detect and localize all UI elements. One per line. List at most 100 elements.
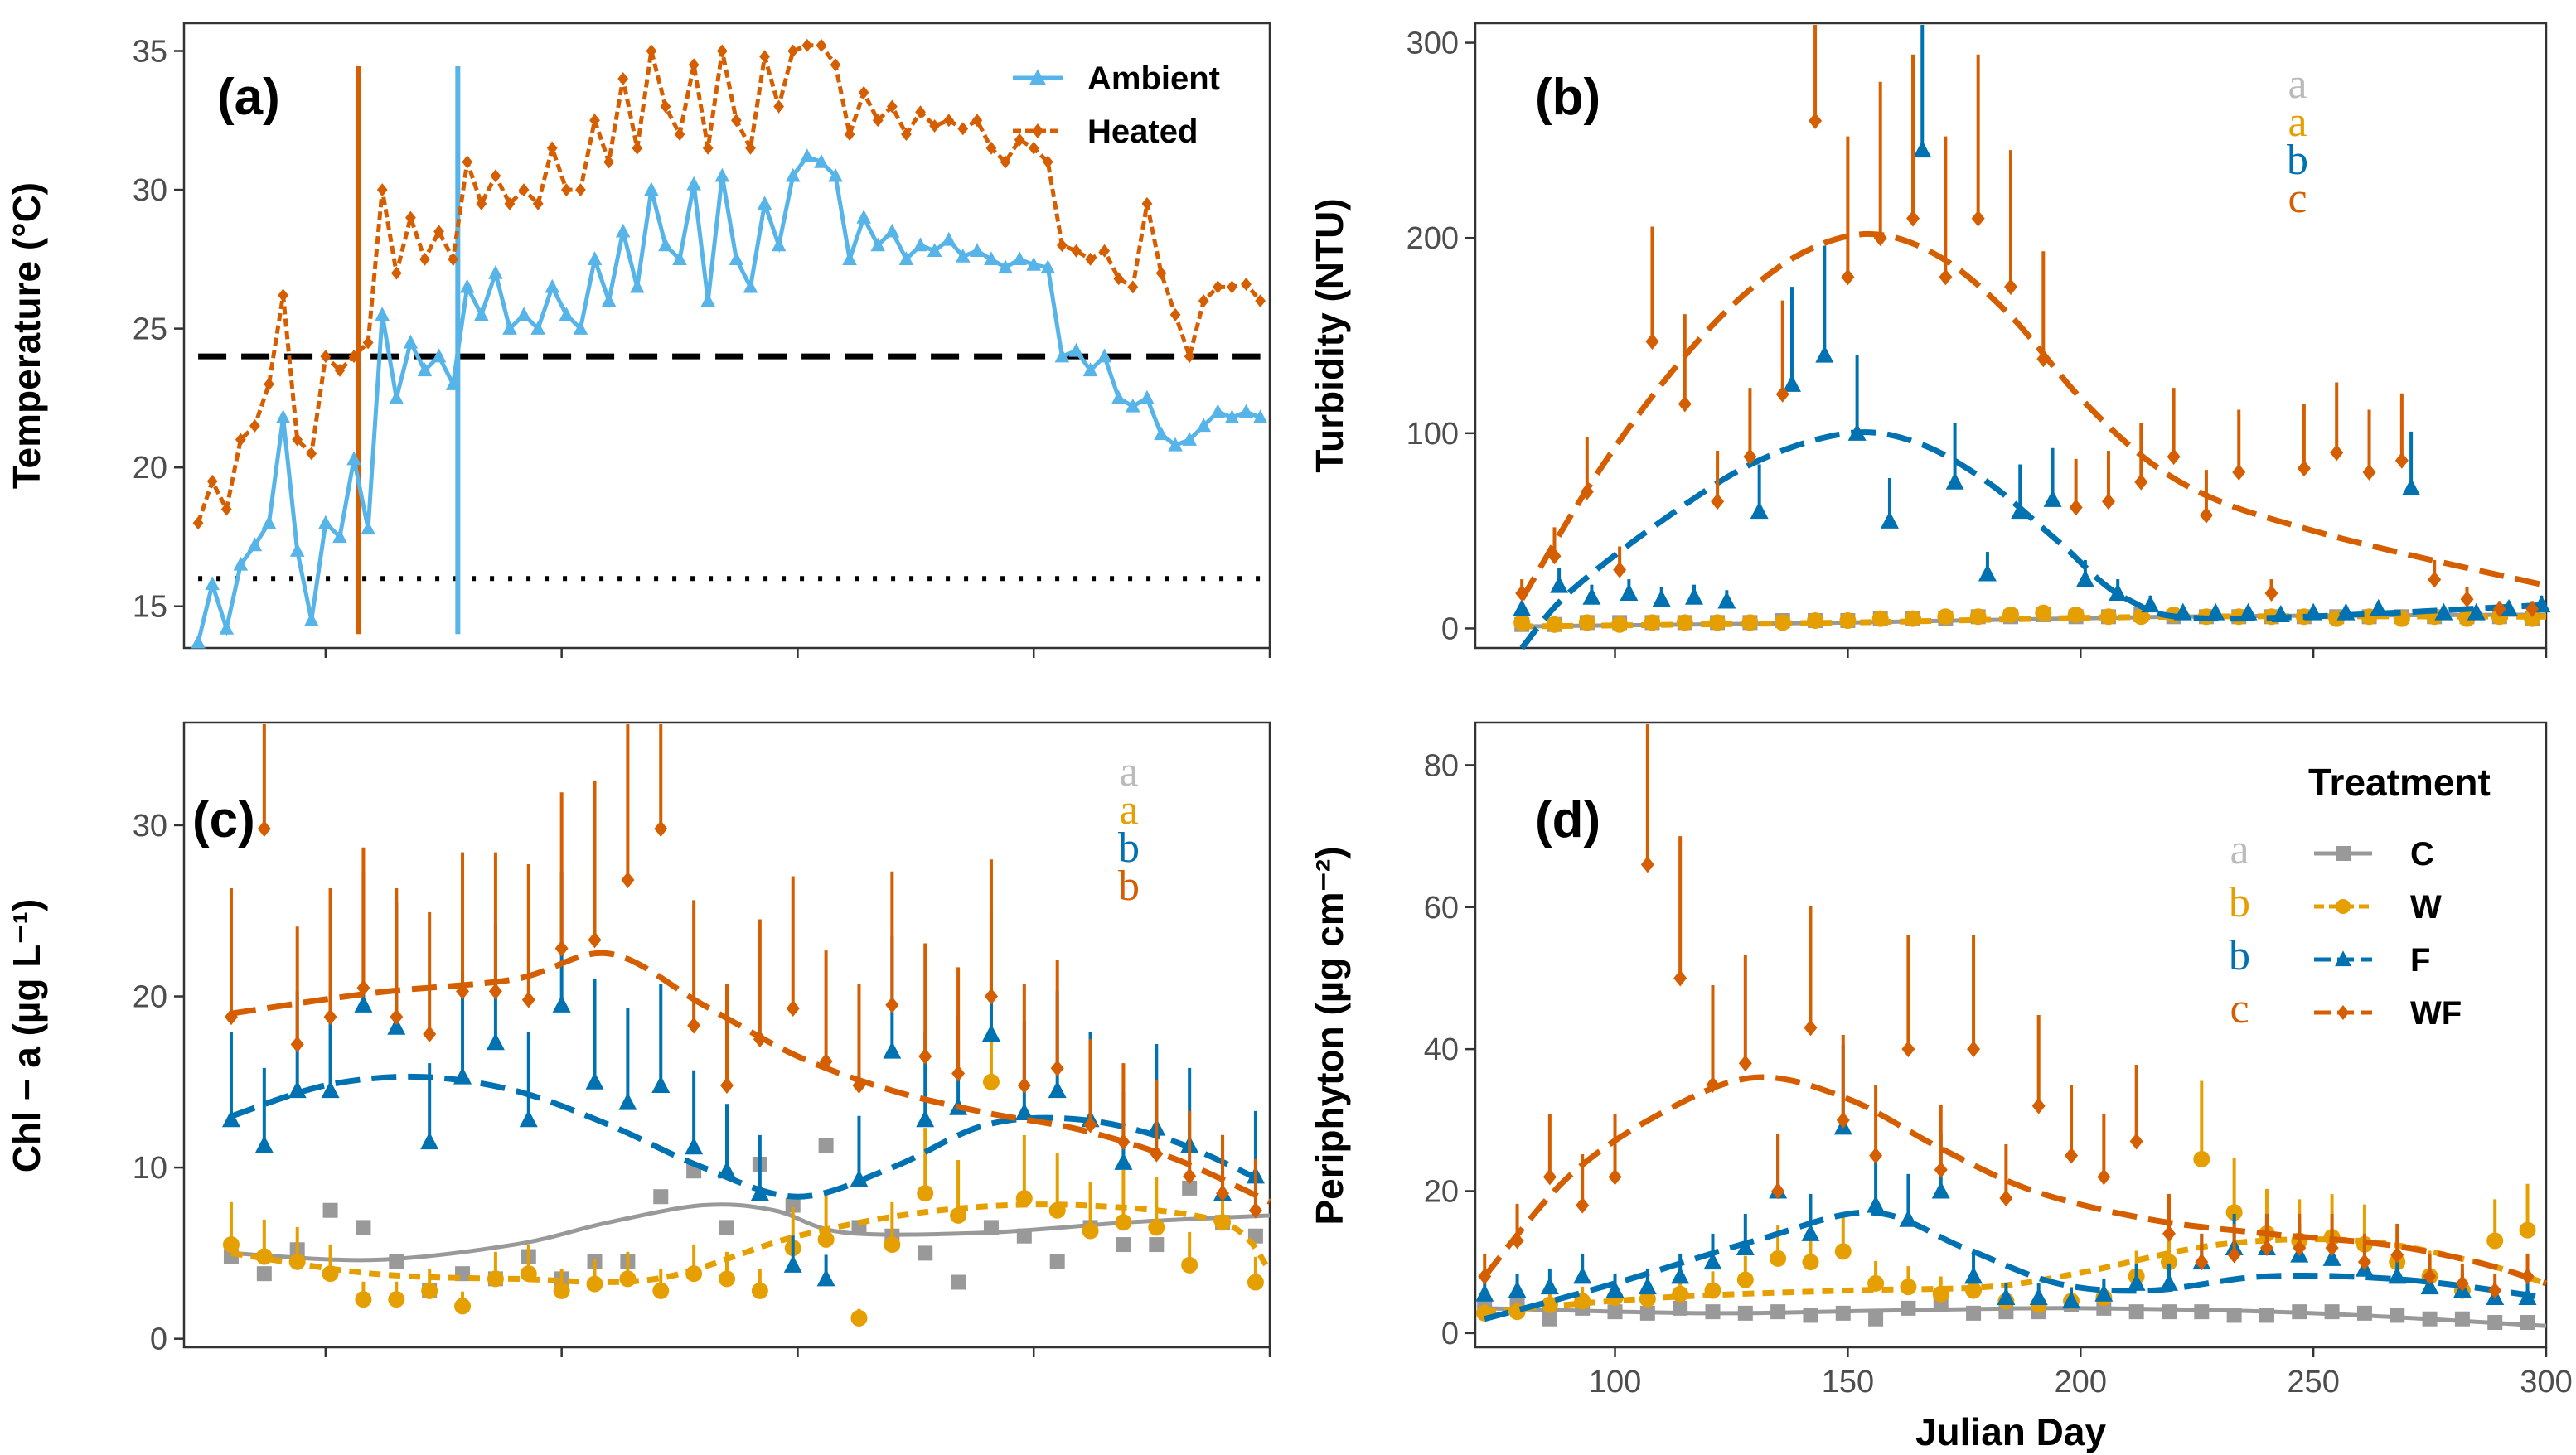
y-tick-label: 25 [133, 312, 167, 347]
data-point-c [918, 1245, 933, 1261]
data-point-w [1834, 1243, 1852, 1260]
data-point-f [2322, 1248, 2341, 1266]
fit-line-wf [230, 950, 1271, 1205]
fit-line-c [1484, 1306, 2547, 1328]
data-point-f [387, 1017, 406, 1035]
data-point-wf [1706, 1076, 1720, 1093]
data-point-w [2002, 606, 2019, 623]
data-point-ambient [672, 251, 687, 266]
data-point-wf [2232, 463, 2246, 481]
data-point-c [2259, 1308, 2274, 1323]
data-point-heated [433, 225, 444, 239]
data-point-heated [1099, 244, 1111, 258]
data-point-f [1801, 1223, 1820, 1241]
data-point-f [1048, 1080, 1067, 1099]
data-point-f [2011, 501, 2030, 520]
data-point-w [1611, 616, 1629, 633]
data-point-w [2160, 1254, 2177, 1271]
data-point-c [1901, 1300, 1916, 1316]
data-point-ambient [445, 376, 461, 390]
data-point-wf [588, 931, 602, 949]
data-point-ambient [431, 348, 447, 363]
data-point-ambient [1252, 409, 1268, 424]
data-point-ambient [1154, 426, 1169, 441]
data-point-heated [490, 169, 501, 183]
data-point-w [1181, 1256, 1198, 1274]
fit-line-c [230, 1202, 1271, 1263]
data-point-ambient [856, 209, 871, 224]
data-point-w [1900, 1279, 1917, 1296]
data-point-ambient [913, 237, 928, 252]
data-point-w [1513, 614, 1531, 631]
data-point-wf [1775, 385, 1789, 403]
data-point-heated [1169, 307, 1181, 321]
data-point-wf [488, 983, 502, 1000]
data-point-wf [1050, 1060, 1064, 1077]
data-point-ambient [488, 265, 503, 279]
data-point-f [1964, 1266, 1983, 1284]
data-point-w [1541, 1296, 1558, 1313]
data-point-w [520, 1265, 537, 1283]
y-axis-label: Temperature (°C) [5, 182, 48, 489]
data-point-heated [546, 141, 558, 155]
data-point-f [618, 1092, 637, 1110]
data-point-wf [257, 820, 271, 838]
data-point-heated [264, 377, 274, 391]
data-point-f [1573, 1266, 1592, 1284]
data-point-c [2292, 1304, 2307, 1320]
data-point-wf [918, 1047, 932, 1065]
data-point-ambient [828, 167, 843, 182]
data-point-w [1802, 1254, 1819, 1271]
data-point-f [288, 1080, 307, 1099]
data-point-wf [1934, 1161, 1948, 1178]
data-point-f [354, 994, 373, 1013]
y-tick-label: 80 [1424, 748, 1459, 783]
data-point-ambient [927, 243, 942, 257]
data-point-f [2043, 489, 2062, 507]
y-tick-label: 300 [1407, 27, 1459, 61]
data-point-w [2519, 1221, 2536, 1239]
data-point-f [1685, 587, 1704, 605]
data-point-heated [646, 44, 657, 58]
data-point-heated [1155, 266, 1167, 280]
data-point-ambient [1140, 389, 1155, 404]
data-point-heated [419, 252, 430, 266]
data-point-heated [1141, 196, 1153, 210]
y-tick-label: 0 [1441, 611, 1459, 646]
data-point-w [1546, 616, 1563, 633]
legend-marker-w [2336, 899, 2351, 914]
data-point-ambient [998, 259, 1013, 274]
data-point-wf [2264, 585, 2278, 602]
panel-label: (d) [1535, 791, 1600, 848]
data-point-w [1770, 1250, 1787, 1267]
data-point-w [1704, 1282, 1721, 1299]
data-point-ambient [771, 237, 787, 252]
data-point-heated [575, 183, 586, 197]
data-point-heated [518, 183, 530, 197]
fit-line-w [230, 1201, 1272, 1285]
data-point-wf [390, 1008, 404, 1026]
data-point-ambient [361, 520, 375, 535]
data-point-f [2434, 602, 2453, 621]
data-point-wf [1580, 483, 1594, 500]
data-point-heated [688, 58, 700, 72]
data-point-wf [1613, 561, 1627, 578]
data-point-heated [957, 122, 969, 136]
data-point-wf [2488, 1282, 2502, 1299]
data-point-wf [654, 820, 668, 838]
data-point-heated [462, 155, 473, 169]
legend-label-f: F [2410, 942, 2430, 979]
data-point-wf [1804, 1019, 1818, 1037]
data-point-heated [660, 99, 671, 114]
data-point-wf [356, 979, 370, 997]
data-point-wf [951, 1065, 966, 1082]
y-tick-label: 35 [133, 35, 167, 70]
data-point-heated [320, 350, 332, 364]
data-point-f [685, 1137, 704, 1155]
data-point-f [2500, 598, 2519, 616]
data-point-w [1839, 612, 1857, 630]
data-point-f [1931, 1181, 1950, 1199]
legend-label-wf: WF [2410, 995, 2462, 1032]
data-point-f [585, 1071, 604, 1090]
legend-label-c: C [2410, 836, 2434, 873]
